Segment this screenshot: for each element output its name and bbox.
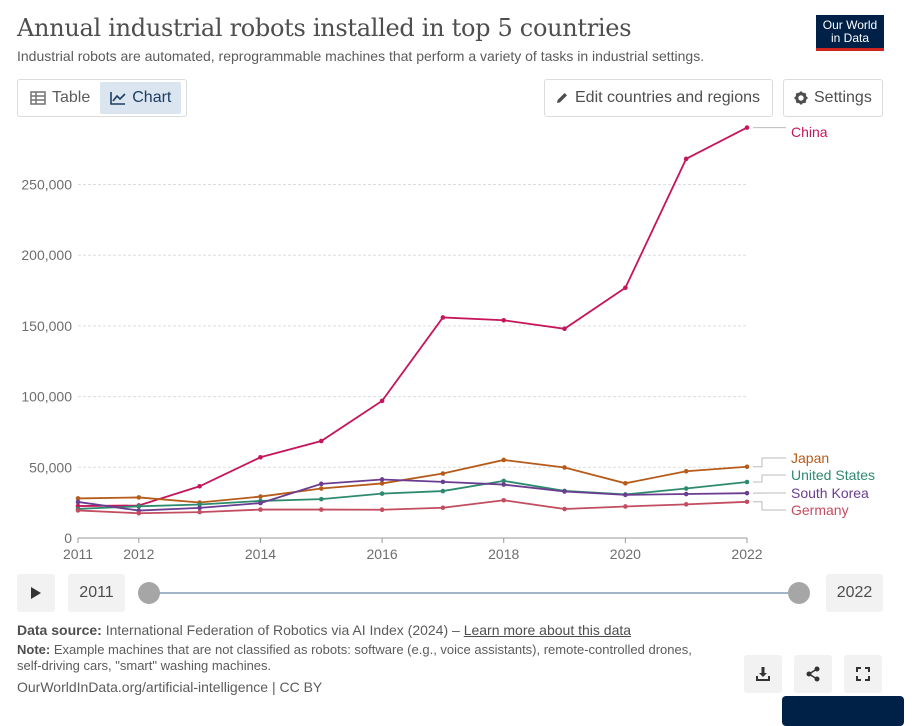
data-point-china[interactable] <box>745 125 750 130</box>
x-tick-label: 2011 <box>63 546 93 562</box>
play-icon <box>30 586 42 600</box>
x-tick-label: 2016 <box>367 546 398 562</box>
data-point-japan[interactable] <box>441 471 446 476</box>
data-point-united-states[interactable] <box>745 480 750 485</box>
y-tick-label: 200,000 <box>21 247 72 263</box>
data-point-china[interactable] <box>319 439 324 444</box>
note-heading: Note: <box>17 642 50 657</box>
download-button[interactable] <box>744 655 782 693</box>
data-point-united-states[interactable] <box>684 486 689 491</box>
line-chart: 0 50,000 100,000 150,000 200,000 250,000 2011… <box>0 0 912 570</box>
timeline-end-handle[interactable] <box>788 582 810 604</box>
data-point-south-korea[interactable] <box>258 501 263 506</box>
label-connector <box>753 502 786 510</box>
y-tick-label: 100,000 <box>21 389 72 405</box>
fullscreen-button[interactable] <box>844 655 882 693</box>
data-point-south-korea[interactable] <box>501 482 506 487</box>
y-tick-label: 50,000 <box>29 459 72 475</box>
series-label-china[interactable]: China <box>791 124 828 140</box>
data-point-south-korea[interactable] <box>623 493 628 498</box>
data-point-south-korea[interactable] <box>197 506 202 511</box>
data-point-south-korea[interactable] <box>684 492 689 497</box>
data-point-japan[interactable] <box>319 486 324 491</box>
download-icon <box>755 666 771 682</box>
credit-line[interactable]: OurWorldInData.org/artificial-intelligen… <box>17 679 322 695</box>
data-point-germany[interactable] <box>258 507 263 512</box>
data-point-china[interactable] <box>258 455 263 460</box>
data-point-germany[interactable] <box>137 511 142 516</box>
x-axis: 2011 2012 2014 2016 2018 2020 2022 <box>63 538 763 562</box>
data-point-japan[interactable] <box>623 481 628 486</box>
series-label-germany[interactable]: Germany <box>791 502 849 518</box>
data-point-united-states[interactable] <box>137 504 142 509</box>
expand-icon <box>856 667 870 681</box>
data-point-germany[interactable] <box>76 508 81 513</box>
data-point-china[interactable] <box>501 318 506 323</box>
chart-grid <box>78 185 747 468</box>
data-point-germany[interactable] <box>319 507 324 512</box>
x-tick-label: 2020 <box>610 546 641 562</box>
data-point-germany[interactable] <box>562 507 567 512</box>
data-point-south-korea[interactable] <box>380 477 385 482</box>
note-text: Example machines that are not classified… <box>17 642 692 673</box>
data-point-japan[interactable] <box>684 469 689 474</box>
data-point-japan[interactable] <box>258 494 263 499</box>
data-point-germany[interactable] <box>745 500 750 505</box>
data-point-germany[interactable] <box>501 498 506 503</box>
data-point-japan[interactable] <box>745 464 750 469</box>
timeline-start-year[interactable]: 2011 <box>68 574 125 612</box>
source-text: International Federation of Robotics via… <box>106 622 460 638</box>
data-point-china[interactable] <box>562 326 567 331</box>
learn-more-link[interactable]: Learn more about this data <box>464 622 631 638</box>
x-tick-label: 2018 <box>488 546 519 562</box>
timeline-start-handle[interactable] <box>138 582 160 604</box>
play-button[interactable] <box>17 574 55 612</box>
y-tick-label: 0 <box>64 530 72 546</box>
data-point-germany[interactable] <box>623 504 628 509</box>
data-point-germany[interactable] <box>197 510 202 515</box>
share-icon <box>805 666 821 682</box>
data-point-japan[interactable] <box>137 495 142 500</box>
share-button[interactable] <box>794 655 832 693</box>
series-label-south-korea[interactable]: South Korea <box>791 485 869 501</box>
series-label-japan[interactable]: Japan <box>791 450 829 466</box>
data-point-south-korea[interactable] <box>76 500 81 505</box>
data-point-germany[interactable] <box>441 505 446 510</box>
data-point-japan[interactable] <box>562 465 567 470</box>
subscribe-button[interactable] <box>782 696 904 726</box>
data-point-japan[interactable] <box>380 481 385 486</box>
label-connector <box>753 458 786 467</box>
data-point-south-korea[interactable] <box>562 489 567 494</box>
label-connector <box>753 475 786 482</box>
data-point-south-korea[interactable] <box>745 491 750 496</box>
y-tick-label: 150,000 <box>21 318 72 334</box>
data-point-united-states[interactable] <box>441 489 446 494</box>
source-heading: Data source: <box>17 622 102 638</box>
data-point-japan[interactable] <box>501 458 506 463</box>
series-label-united-states[interactable]: United States <box>791 467 875 483</box>
timeline-track[interactable] <box>150 592 800 594</box>
data-point-china[interactable] <box>380 399 385 404</box>
data-point-china[interactable] <box>623 285 628 290</box>
data-point-united-states[interactable] <box>380 491 385 496</box>
timeline-end-year[interactable]: 2022 <box>826 574 883 612</box>
data-point-germany[interactable] <box>380 507 385 512</box>
data-point-china[interactable] <box>197 484 202 489</box>
data-point-china[interactable] <box>684 157 689 162</box>
data-point-china[interactable] <box>441 315 446 320</box>
data-point-germany[interactable] <box>684 502 689 507</box>
data-source: Data source: International Federation of… <box>17 622 631 638</box>
y-axis: 0 50,000 100,000 150,000 200,000 250,000 <box>21 177 72 546</box>
data-point-south-korea[interactable] <box>319 482 324 487</box>
y-tick-label: 250,000 <box>21 177 72 193</box>
x-tick-label: 2012 <box>123 546 154 562</box>
chart-note: Note: Example machines that are not clas… <box>17 642 697 674</box>
data-point-south-korea[interactable] <box>441 480 446 485</box>
series-line-germany[interactable] <box>78 500 747 513</box>
data-point-united-states[interactable] <box>319 497 324 502</box>
chart-series <box>76 125 750 515</box>
x-tick-label: 2022 <box>731 546 762 562</box>
x-tick-label: 2014 <box>245 546 276 562</box>
